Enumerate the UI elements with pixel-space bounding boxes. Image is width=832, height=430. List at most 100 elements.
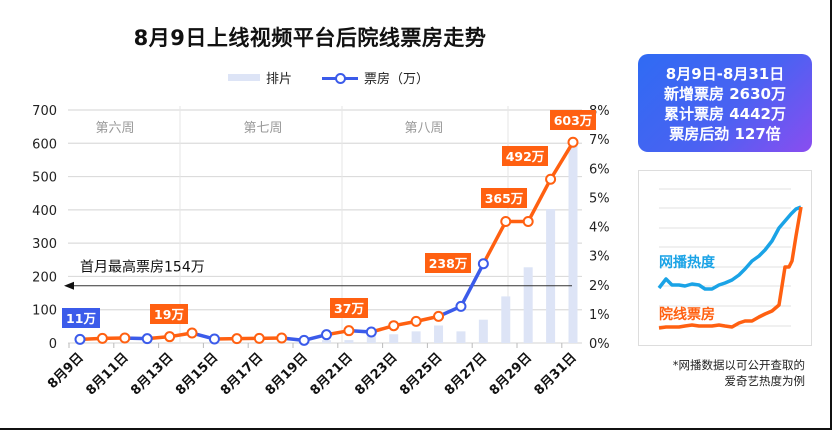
x-tick-label: 8月23日 <box>352 350 400 398</box>
data-label: 365万 <box>481 188 527 208</box>
data-label: 11万 <box>62 308 100 328</box>
summary-total-box-office: 累计票房 4442万 <box>664 105 786 123</box>
summary-multiplier: 票房后劲 127倍 <box>669 125 781 143</box>
y-right-tick: 1% <box>589 308 610 323</box>
y-left-tick: 200 <box>32 270 57 285</box>
box-office-line-segment <box>526 177 553 224</box>
box-office-point <box>477 258 489 270</box>
svg-text:11万: 11万 <box>66 311 96 326</box>
x-tick-label: 8月19日 <box>263 350 311 398</box>
y-right-tick: 0% <box>589 337 610 352</box>
svg-text:492万: 492万 <box>506 149 545 164</box>
y-right-tick: 3% <box>589 250 610 265</box>
box-office-point <box>567 136 579 148</box>
box-office-point <box>186 327 198 339</box>
svg-text:37万: 37万 <box>334 301 364 316</box>
screening-bar <box>523 267 533 343</box>
box-office-point <box>208 333 220 345</box>
arrow-left-icon <box>64 281 74 290</box>
mini-label-box-office: 院线票房 <box>659 306 715 323</box>
y-right-tick: 2% <box>589 279 610 294</box>
screening-bar <box>478 319 488 343</box>
data-label: 603万 <box>550 110 596 130</box>
x-tick-label: 8月31日 <box>532 350 580 398</box>
x-tick-label: 8月17日 <box>218 350 266 398</box>
box-office-point <box>119 332 131 344</box>
y-right-tick: 7% <box>589 133 610 148</box>
box-office-point <box>141 333 153 345</box>
screening-bar <box>344 340 354 343</box>
legend: 排片 票房（万） <box>228 68 429 87</box>
x-tick-label: 8月15日 <box>173 350 221 398</box>
screening-bar <box>322 340 331 343</box>
box-office-line-segment <box>481 219 508 266</box>
x-tick-label: 8月29日 <box>487 350 535 398</box>
box-office-point <box>522 216 534 228</box>
footnote: *网播数据以可公开查取的 爱奇艺热度为例 <box>645 357 805 389</box>
mini-line-box-office <box>658 206 803 330</box>
summary-date-range: 8月9日-8月31日 <box>665 65 785 83</box>
y-left-tick: 100 <box>32 304 57 319</box>
svg-text:365万: 365万 <box>485 191 524 206</box>
footnote-line-2: 爱奇艺热度为例 <box>724 374 806 388</box>
mini-chart-svg: 网播热度 院线票房 <box>657 188 803 330</box>
y-left-tick: 600 <box>32 137 57 152</box>
box-office-point <box>500 216 512 228</box>
x-tick-label: 8月11日 <box>83 350 131 398</box>
y-left-tick: 0 <box>49 337 57 352</box>
y-left-tick: 400 <box>32 204 57 219</box>
legend-bar-swatch <box>228 74 260 81</box>
reference-label: 首月最高票房154万 <box>80 259 205 276</box>
svg-text:238万: 238万 <box>429 256 468 271</box>
svg-text:19万: 19万 <box>154 307 184 322</box>
y-right-tick: 4% <box>589 221 610 236</box>
x-tick-label: 8月25日 <box>397 350 445 398</box>
box-office-line-segment <box>548 140 575 181</box>
legend-line-swatch <box>322 72 359 84</box>
x-tick-label: 8月27日 <box>442 350 490 398</box>
box-office-point <box>276 332 288 344</box>
box-office-point <box>433 310 445 322</box>
box-office-line-segment <box>459 262 486 309</box>
box-office-point <box>253 332 265 344</box>
data-label: 492万 <box>502 146 548 166</box>
mini-line-streaming <box>657 205 802 291</box>
y-left-tick: 700 <box>32 104 57 119</box>
box-office-point <box>365 326 377 338</box>
box-office-point <box>96 332 108 344</box>
svg-text:603万: 603万 <box>554 113 593 128</box>
legend-line-label: 票房（万） <box>364 72 430 87</box>
x-tick-label: 8月13日 <box>128 350 176 398</box>
summary-new-box-office: 新增票房 2630万 <box>664 85 786 103</box>
box-office-point <box>388 320 400 332</box>
y-right-tick: 6% <box>589 162 610 177</box>
data-label: 37万 <box>330 298 368 318</box>
screening-bar <box>501 296 511 343</box>
box-office-point <box>455 300 467 312</box>
screening-bar <box>434 325 444 343</box>
screening-bar <box>456 331 466 343</box>
box-office-point <box>545 173 557 185</box>
summary-card: 8月9日-8月31日 新增票房 2630万 累计票房 4442万 票房后劲 12… <box>638 54 812 152</box>
legend-bar-label: 排片 <box>266 72 293 87</box>
box-office-point <box>164 331 176 343</box>
box-office-point <box>298 334 310 346</box>
box-office-point <box>231 333 243 345</box>
mini-chart: 网播热度 院线票房 <box>638 170 812 346</box>
box-office-point <box>74 333 86 345</box>
screening-bar <box>411 331 421 343</box>
week-label: 第八周 <box>404 121 443 136</box>
footnote-line-1: *网播数据以可公开查取的 <box>672 358 805 372</box>
y-left-tick: 300 <box>32 237 57 252</box>
week-label: 第七周 <box>243 121 282 136</box>
x-tick-label: 8月21日 <box>308 350 356 398</box>
week-label: 第六周 <box>95 121 134 136</box>
y-left-tick: 500 <box>32 171 57 186</box>
screening-bar <box>366 334 376 343</box>
x-tick-label: 8月9日 <box>45 350 87 392</box>
screening-bar <box>389 334 399 343</box>
box-office-point <box>410 315 422 327</box>
screening-bar <box>546 209 556 343</box>
box-office-point <box>321 329 332 341</box>
